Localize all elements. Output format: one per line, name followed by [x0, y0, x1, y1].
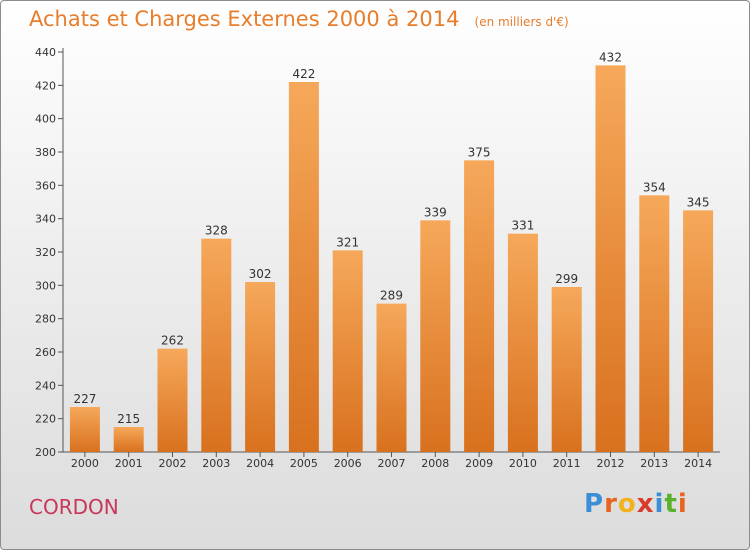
logo-letter: r: [604, 489, 618, 519]
bar-2012: [595, 65, 626, 452]
y-tick-label: 280: [35, 313, 56, 326]
x-tick-label: 2009: [465, 457, 493, 470]
logo-letter: x: [636, 489, 655, 519]
y-tick-label: 260: [35, 346, 56, 359]
y-tick-label: 380: [35, 146, 56, 159]
data-label: 289: [380, 289, 403, 303]
y-tick-label: 320: [35, 246, 56, 259]
data-label: 328: [205, 224, 228, 238]
bar-2014: [683, 210, 714, 452]
x-tick-label: 2012: [597, 457, 625, 470]
bar-2003: [201, 238, 232, 452]
data-label: 331: [511, 219, 534, 233]
y-tick-label: 300: [35, 279, 56, 292]
x-tick-label: 2001: [115, 457, 143, 470]
x-tick-label: 2014: [684, 457, 712, 470]
data-label: 345: [687, 195, 710, 209]
chart-subtitle: (en milliers d'€): [474, 15, 569, 29]
bar-2007: [376, 303, 407, 452]
x-tick-label: 2011: [553, 457, 581, 470]
bar-2011: [551, 287, 582, 452]
logo-letter: i: [654, 489, 665, 519]
y-tick-label: 360: [35, 179, 56, 192]
data-labels: 227 215 262 328 302 422 321 289 339 375 331 299 432 3…: [73, 50, 709, 426]
y-tick-label: 220: [35, 413, 56, 426]
bar-2006: [332, 250, 363, 452]
data-label: 432: [599, 50, 622, 64]
x-tick-label: 2008: [421, 457, 449, 470]
x-tick-label: 2003: [202, 457, 230, 470]
x-tick-label: 2006: [334, 457, 362, 470]
y-tick-label: 420: [35, 79, 56, 92]
logo-letter: i: [677, 489, 688, 519]
data-label: 302: [249, 267, 272, 281]
x-tick-label: 2000: [71, 457, 99, 470]
data-label: 321: [336, 235, 359, 249]
y-tick-label: 240: [35, 379, 56, 392]
data-label: 354: [643, 180, 666, 194]
bar-2010: [507, 233, 538, 452]
chart-title: Achats et Charges Externes 2000 à 2014: [29, 7, 460, 31]
y-tick-label: 200: [35, 446, 56, 459]
bar-2009: [464, 160, 495, 453]
logo-letter: t: [664, 489, 678, 519]
data-label: 262: [161, 334, 184, 348]
data-label: 422: [292, 67, 315, 81]
bar-2000: [69, 407, 100, 452]
data-label: 215: [117, 412, 140, 426]
commune-name: CORDON: [29, 495, 119, 519]
logo-letter: o: [617, 489, 637, 519]
bar-2002: [157, 348, 188, 452]
logo-letter: P: [584, 489, 605, 519]
bars: [69, 65, 714, 453]
x-tick-label: 2007: [378, 457, 406, 470]
data-label: 339: [424, 205, 447, 219]
axes: 200 220 240 260 280 300 320 340 360 380 400 420 440 2…: [35, 46, 720, 470]
x-tick-label: 2010: [509, 457, 537, 470]
bar-2004: [245, 282, 276, 452]
bar-2001: [113, 427, 144, 452]
x-tick-label: 2013: [640, 457, 668, 470]
bar-2005: [288, 82, 319, 452]
proxiti-logo: Proxiti: [584, 489, 688, 519]
data-label: 375: [468, 145, 491, 159]
bar-2008: [420, 220, 451, 452]
y-tick-label: 340: [35, 213, 56, 226]
data-label: 227: [73, 392, 96, 406]
x-tick-label: 2004: [246, 457, 274, 470]
x-tick-label: 2002: [159, 457, 187, 470]
y-tick-label: 440: [35, 46, 56, 59]
y-tick-label: 400: [35, 113, 56, 126]
bar-2013: [639, 195, 670, 453]
chart-title-row: Achats et Charges Externes 2000 à 2014 (…: [29, 7, 569, 31]
data-label: 299: [555, 272, 578, 286]
x-tick-label: 2005: [290, 457, 318, 470]
